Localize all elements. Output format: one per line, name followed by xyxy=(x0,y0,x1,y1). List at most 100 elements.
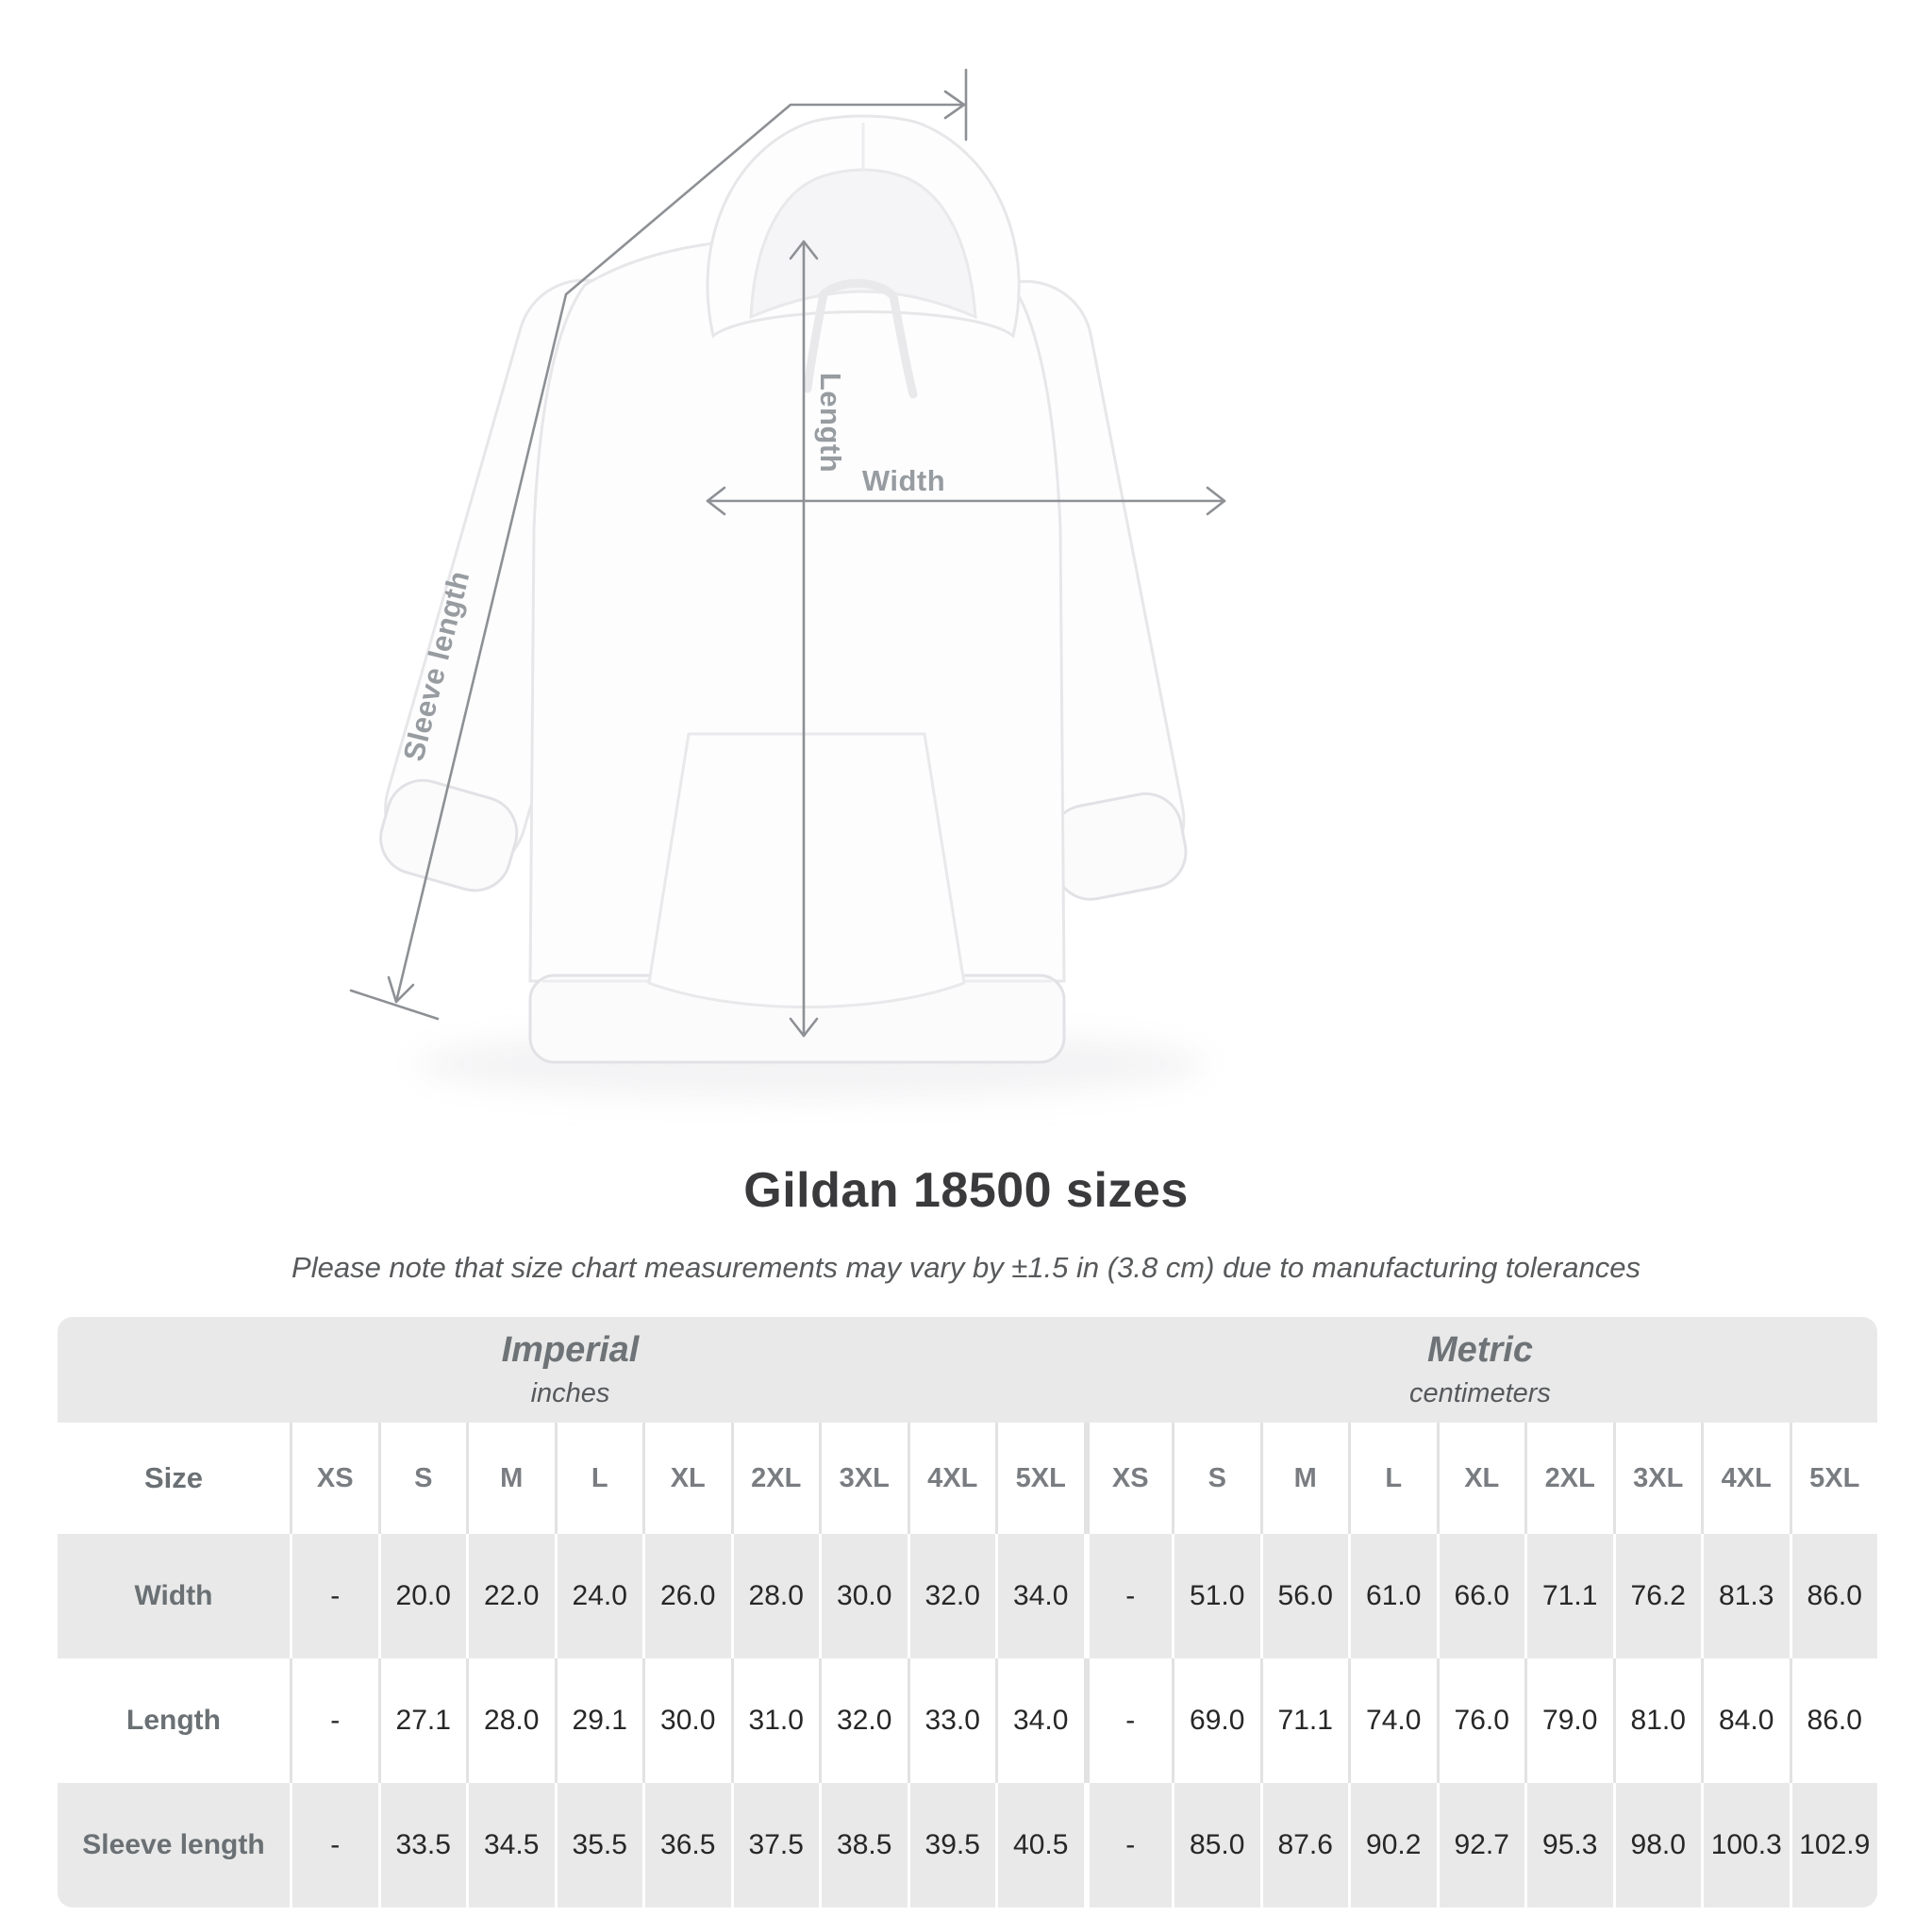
table-cell: 40.5 xyxy=(995,1783,1084,1907)
table-cell: - xyxy=(1083,1534,1173,1658)
table-row-length: Length - 27.1 28.0 29.1 30.0 31.0 32.0 3… xyxy=(58,1658,1877,1783)
table-cell: 69.0 xyxy=(1172,1658,1260,1783)
table-cell: 29.1 xyxy=(554,1658,643,1783)
measurement-annotations xyxy=(349,68,1226,1038)
table-cell: 71.1 xyxy=(1259,1658,1349,1783)
table-row-width: Width - 20.0 22.0 24.0 26.0 28.0 30.0 32… xyxy=(58,1534,1877,1658)
table-cell: 26.0 xyxy=(642,1534,731,1658)
size-header-cell: S xyxy=(1172,1423,1260,1534)
table-cell: 33.5 xyxy=(377,1783,467,1907)
kangaroo-pocket xyxy=(647,732,966,1008)
tolerance-note: Please note that size chart measurements… xyxy=(291,1251,1641,1284)
table-cell: - xyxy=(1083,1658,1173,1783)
table-cell: 32.0 xyxy=(907,1534,996,1658)
imperial-title: Imperial xyxy=(501,1330,640,1370)
imperial-section-header: Imperial inches xyxy=(58,1317,1083,1423)
metric-title: Metric xyxy=(1427,1330,1533,1370)
table-cell: 90.2 xyxy=(1348,1783,1437,1907)
size-header-cell: 4XL xyxy=(1701,1423,1790,1534)
size-header-cell: L xyxy=(554,1423,643,1534)
page-title: Gildan 18500 sizes xyxy=(743,1163,1189,1218)
table-cell: 76.0 xyxy=(1436,1658,1525,1783)
hoodie-illustration xyxy=(349,68,1226,1098)
size-header-cell: 5XL xyxy=(995,1423,1084,1534)
metric-section-header: Metric centimeters xyxy=(1083,1317,1877,1423)
imperial-unit: inches xyxy=(530,1378,610,1408)
size-header-cell: 4XL xyxy=(907,1423,996,1534)
table-cell: 71.1 xyxy=(1524,1534,1613,1658)
table-cell: 27.1 xyxy=(377,1658,467,1783)
table-cell: 86.0 xyxy=(1789,1658,1878,1783)
table-cell: 51.0 xyxy=(1172,1534,1260,1658)
size-column-label: Size xyxy=(143,1461,204,1494)
unit-band-row: Imperial inches Metric centimeters xyxy=(58,1317,1877,1423)
size-header-cell: M xyxy=(1259,1423,1349,1534)
table-cell: 24.0 xyxy=(554,1534,643,1658)
table-cell: 36.5 xyxy=(642,1783,731,1907)
table-cell: 34.5 xyxy=(466,1783,555,1907)
table-cell: 28.0 xyxy=(730,1534,820,1658)
size-header-cell: XL xyxy=(1436,1423,1525,1534)
table-cell: 81.0 xyxy=(1612,1658,1702,1783)
size-header-cell: M xyxy=(466,1423,555,1534)
table-cell: 39.5 xyxy=(907,1783,996,1907)
table-cell: 35.5 xyxy=(554,1783,643,1907)
table-cell: 31.0 xyxy=(730,1658,820,1783)
size-header-cell: 3XL xyxy=(819,1423,908,1534)
table-cell: - xyxy=(1083,1783,1173,1907)
drawstrings xyxy=(803,278,918,399)
table-row-sleeve-length: Sleeve length - 33.5 34.5 35.5 36.5 37.5… xyxy=(58,1783,1877,1907)
size-header-cell: L xyxy=(1348,1423,1437,1534)
size-header-cell: 5XL xyxy=(1789,1423,1878,1534)
table-cell: 34.0 xyxy=(995,1534,1084,1658)
row-label: Width xyxy=(134,1580,213,1611)
table-cell: 74.0 xyxy=(1348,1658,1437,1783)
table-cell: 79.0 xyxy=(1524,1658,1613,1783)
table-cell: 102.9 xyxy=(1789,1783,1878,1907)
size-header-cell: XL xyxy=(642,1423,731,1534)
metric-unit: centimeters xyxy=(1409,1378,1551,1408)
size-header-cell: 3XL xyxy=(1612,1423,1702,1534)
table-cell: 20.0 xyxy=(377,1534,467,1658)
table-cell: 66.0 xyxy=(1436,1534,1525,1658)
size-header-row: Size XS S M L XL 2XL 3XL 4XL 5XL XS S M … xyxy=(58,1423,1877,1534)
table-cell: 84.0 xyxy=(1701,1658,1790,1783)
table-cell: 56.0 xyxy=(1259,1534,1349,1658)
row-label: Sleeve length xyxy=(82,1829,265,1860)
width-measure-label: Width xyxy=(861,464,946,497)
table-cell: 86.0 xyxy=(1789,1534,1878,1658)
table-cell: - xyxy=(290,1658,378,1783)
table-cell: 34.0 xyxy=(995,1658,1084,1783)
table-cell: 76.2 xyxy=(1612,1534,1702,1658)
size-header-cell: S xyxy=(377,1423,467,1534)
table-cell: 33.0 xyxy=(907,1658,996,1783)
width-arrow xyxy=(706,486,1226,516)
table-cell: 38.5 xyxy=(819,1783,908,1907)
length-measure-label: Length xyxy=(814,372,847,474)
row-label: Length xyxy=(126,1705,221,1736)
table-cell: 92.7 xyxy=(1436,1783,1525,1907)
table-cell: 87.6 xyxy=(1259,1783,1349,1907)
table-cell: - xyxy=(290,1783,378,1907)
table-cell: 98.0 xyxy=(1612,1783,1702,1907)
size-table: Imperial inches Metric centimeters Size … xyxy=(58,1317,1877,1907)
table-cell: 85.0 xyxy=(1172,1783,1260,1907)
table-cell: 81.3 xyxy=(1701,1534,1790,1658)
size-header-cell: 2XL xyxy=(1524,1423,1613,1534)
table-cell: 30.0 xyxy=(642,1658,731,1783)
table-cell: 30.0 xyxy=(819,1534,908,1658)
table-cell: 95.3 xyxy=(1524,1783,1613,1907)
size-header-cell: XS xyxy=(1083,1423,1173,1534)
sleeve-length-arrow xyxy=(349,68,968,1021)
left-cuff xyxy=(379,778,519,892)
table-cell: 22.0 xyxy=(466,1534,555,1658)
table-cell: 28.0 xyxy=(466,1658,555,1783)
size-header-cell: XS xyxy=(290,1423,378,1534)
table-cell: 32.0 xyxy=(819,1658,908,1783)
table-cell: - xyxy=(290,1534,378,1658)
size-header-cell: 2XL xyxy=(730,1423,820,1534)
table-cell: 100.3 xyxy=(1701,1783,1790,1907)
length-arrow xyxy=(789,240,819,1038)
table-cell: 61.0 xyxy=(1348,1534,1437,1658)
